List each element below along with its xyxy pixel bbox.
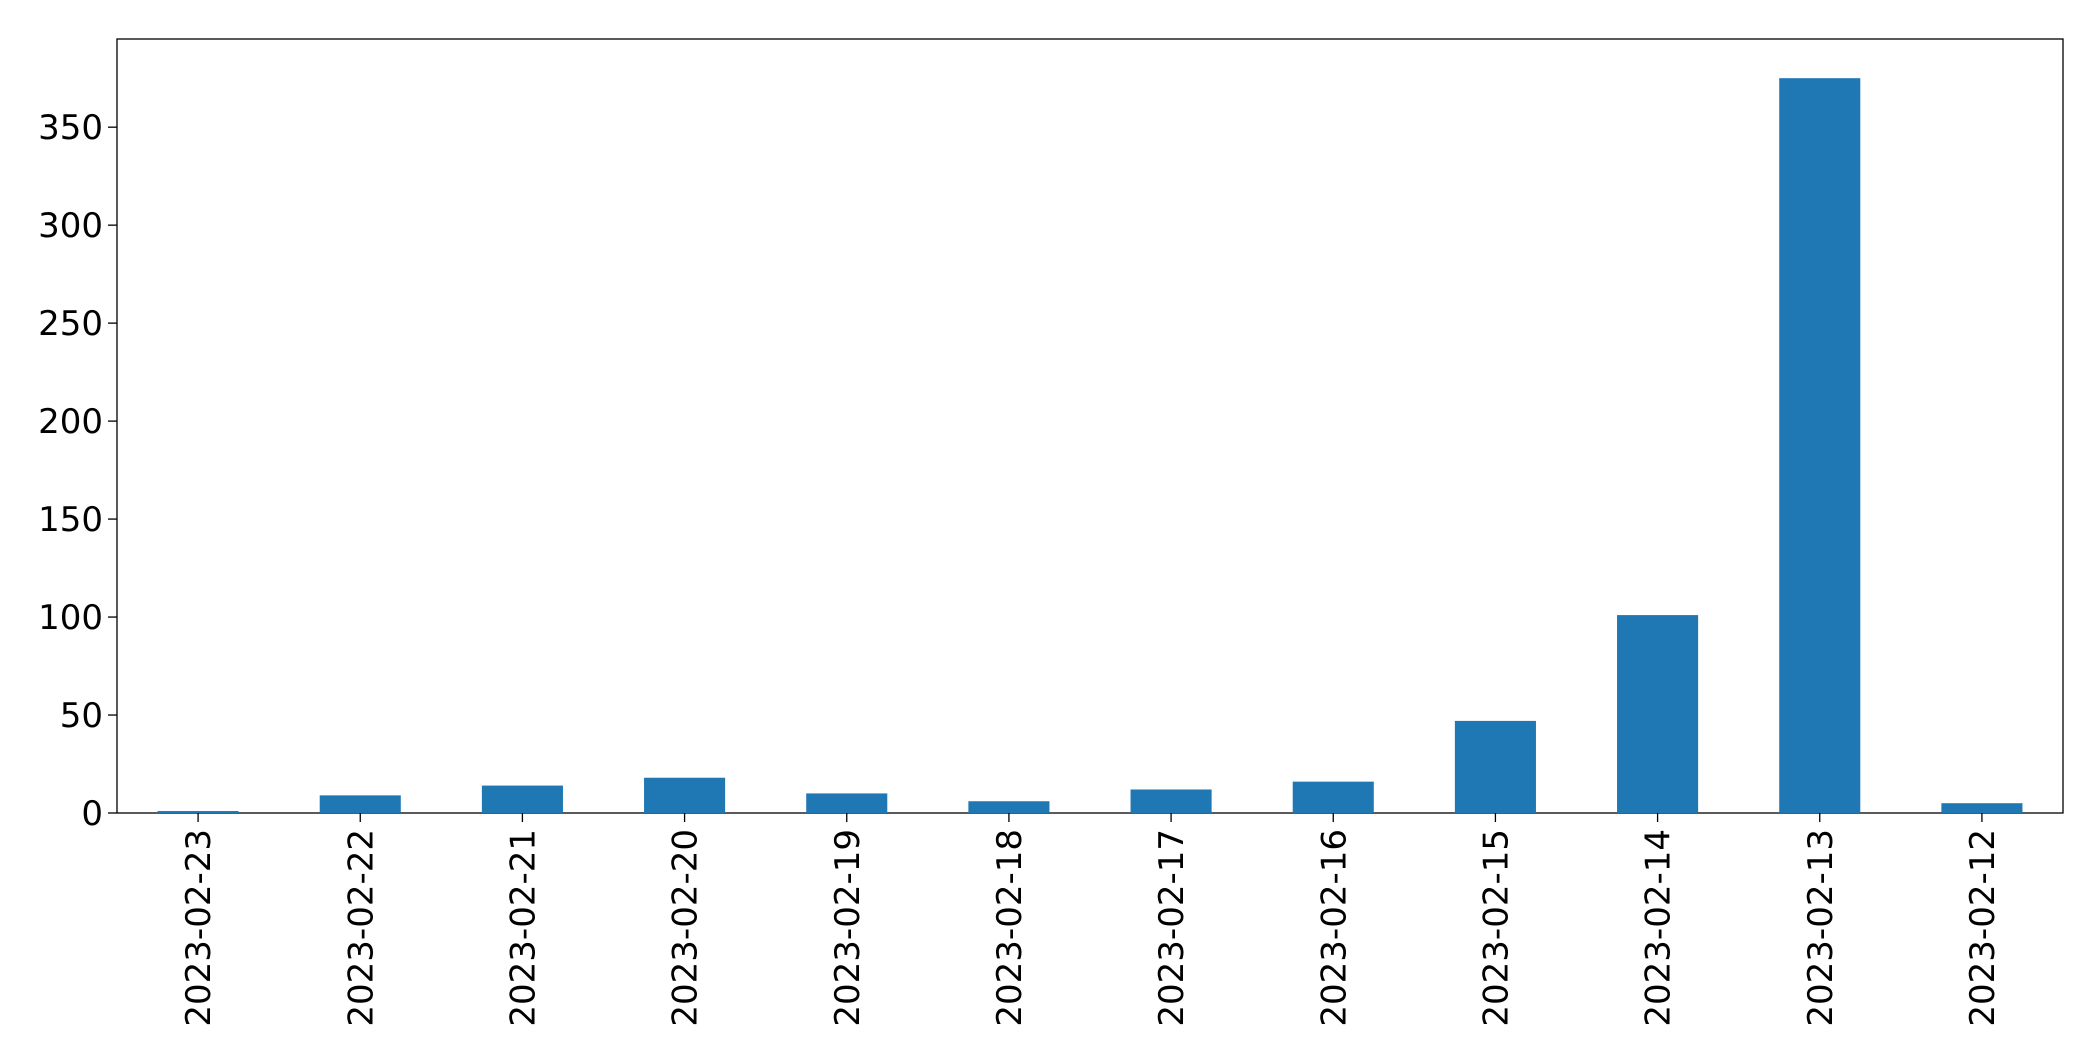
bar (1617, 615, 1699, 813)
bar (157, 811, 239, 813)
x-tick-label: 2023-02-23 (179, 829, 219, 1027)
y-tick-label: 250 (38, 304, 103, 344)
x-tick-label: 2023-02-22 (341, 829, 381, 1027)
bar (644, 777, 726, 813)
x-tick-label: 2023-02-13 (1801, 829, 1841, 1027)
y-tick-label: 200 (38, 402, 103, 442)
bar (968, 801, 1050, 813)
bar (1292, 781, 1374, 813)
x-tick-label: 2023-02-18 (990, 829, 1030, 1027)
x-tick-label: 2023-02-14 (1639, 829, 1679, 1027)
plot-frame (116, 38, 2064, 814)
x-tick-label: 2023-02-12 (1963, 829, 2003, 1027)
x-tick-label: 2023-02-16 (1314, 829, 1354, 1027)
x-tick-label: 2023-02-15 (1476, 829, 1516, 1027)
y-tick-label: 100 (38, 598, 103, 638)
y-tick-label: 0 (81, 794, 103, 834)
x-tick-label: 2023-02-20 (666, 829, 706, 1027)
y-tick-label: 50 (60, 696, 103, 736)
y-tick-label: 150 (38, 500, 103, 540)
x-tick-label: 2023-02-19 (828, 829, 868, 1027)
x-tick-label: 2023-02-17 (1152, 829, 1192, 1027)
bar (1941, 803, 2023, 813)
bar (1130, 789, 1212, 813)
y-tick-label: 300 (38, 206, 103, 246)
x-tick-label: 2023-02-21 (503, 829, 543, 1027)
y-tick-label: 350 (38, 108, 103, 148)
bar (1454, 720, 1536, 813)
bar (481, 785, 563, 813)
bar (319, 795, 401, 813)
bar (806, 793, 888, 813)
bar (1779, 78, 1861, 813)
